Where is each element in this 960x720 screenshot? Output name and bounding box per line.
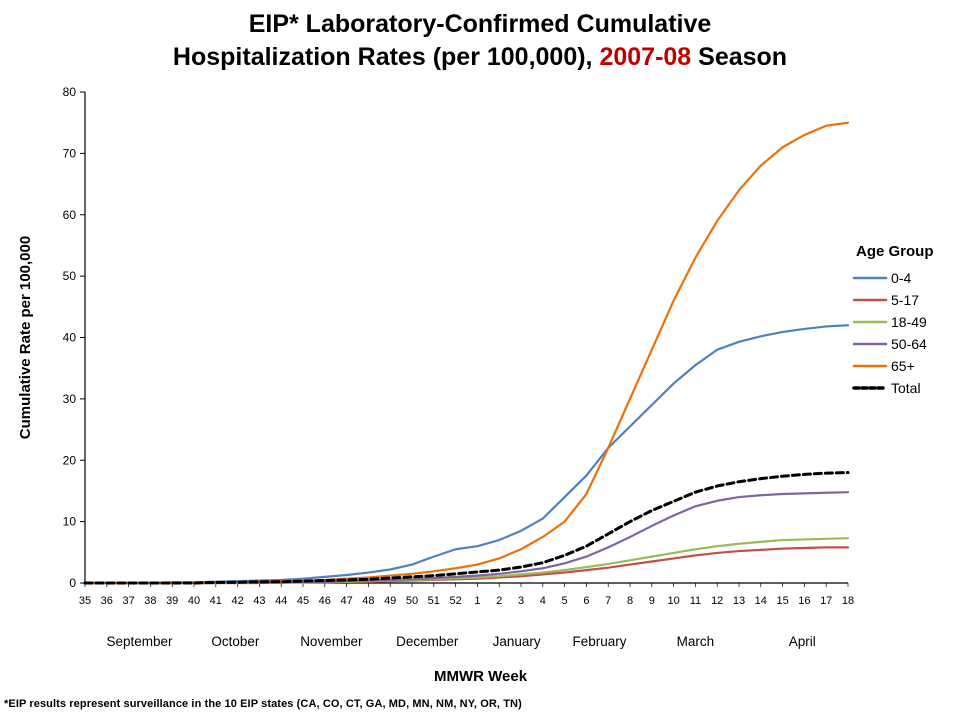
legend-label-0-4: 0-4 — [891, 270, 911, 286]
x-tick-label: 10 — [667, 595, 679, 607]
x-tick-label: 44 — [275, 595, 287, 607]
x-tick-label: 9 — [649, 595, 655, 607]
x-tick-label: 52 — [449, 595, 461, 607]
x-tick-label: 18 — [842, 595, 854, 607]
x-tick-label: 37 — [122, 595, 134, 607]
y-tick-label: 30 — [63, 392, 77, 406]
series-line-50-64 — [83, 491, 850, 585]
y-tick-label: 0 — [69, 576, 76, 590]
month-label-october: October — [211, 634, 260, 649]
x-tick-label: 1 — [474, 595, 480, 607]
y-tick-label: 20 — [63, 453, 77, 467]
x-tick-label: 11 — [690, 595, 701, 607]
y-tick-label: 50 — [63, 269, 77, 283]
chart-title-line2-suffix: Season — [691, 42, 788, 71]
legend-label-50-64: 50-64 — [891, 336, 927, 352]
legend-label-18-49: 18-49 — [891, 314, 927, 330]
x-axis-title: MMWR Week — [434, 668, 528, 685]
month-label-november: November — [300, 634, 363, 649]
series-line-Total — [83, 471, 850, 585]
x-tick-label: 12 — [711, 595, 723, 607]
x-tick-label: 39 — [166, 595, 178, 607]
x-tick-label: 50 — [406, 595, 418, 607]
chart-title-line2: Hospitalization Rates (per 100,000), 200… — [0, 41, 960, 74]
x-tick-label: 4 — [540, 595, 546, 607]
month-label-march: March — [677, 634, 715, 649]
month-label-april: April — [789, 634, 816, 649]
x-tick-label: 45 — [297, 595, 309, 607]
x-tick-label: 42 — [231, 595, 243, 607]
x-tick-label: 8 — [627, 595, 633, 607]
x-tick-label: 51 — [428, 595, 440, 607]
x-tick-label: 35 — [79, 595, 91, 607]
chart-title-line2-prefix: Hospitalization Rates (per 100,000), — [172, 42, 600, 71]
y-axis-title: Cumulative Rate per 100,000 — [17, 236, 34, 439]
legend-label-Total: Total — [891, 380, 921, 396]
y-tick-label: 60 — [63, 208, 77, 222]
x-tick-label: 7 — [605, 595, 611, 607]
month-label-september: September — [106, 634, 173, 649]
x-tick-label: 5 — [562, 595, 568, 607]
month-label-january: January — [493, 634, 541, 649]
footnote: *EIP results represent surveillance in t… — [4, 698, 522, 710]
x-tick-label: 46 — [319, 595, 331, 607]
x-tick-label: 36 — [101, 595, 113, 607]
legend-label-65+: 65+ — [891, 358, 915, 374]
x-tick-label: 49 — [384, 595, 396, 607]
month-label-december: December — [396, 634, 459, 649]
x-tick-label: 40 — [188, 595, 200, 607]
x-tick-label: 48 — [362, 595, 374, 607]
x-tick-label: 41 — [210, 595, 222, 607]
chart-title-line1: EIP* Laboratory-Confirmed Cumulative — [248, 10, 712, 38]
y-tick-label: 10 — [63, 515, 77, 529]
x-tick-label: 3 — [518, 595, 524, 607]
x-tick-label: 17 — [820, 595, 832, 607]
x-tick-label: 13 — [733, 595, 745, 607]
season-highlight: 2007-08 — [599, 42, 692, 71]
x-tick-label: 16 — [798, 595, 810, 607]
series-line-65+ — [83, 121, 850, 585]
x-tick-label: 14 — [755, 595, 767, 607]
x-tick-label: 15 — [776, 595, 788, 607]
chart-title: EIP* Laboratory-Confirmed Cumulative Hos… — [0, 8, 960, 73]
y-tick-label: 40 — [63, 331, 77, 345]
x-tick-label: 6 — [583, 595, 589, 607]
legend-title: Age Group — [856, 243, 934, 260]
y-tick-label: 80 — [63, 85, 77, 99]
x-tick-label: 47 — [340, 595, 352, 607]
x-tick-label: 43 — [253, 595, 265, 607]
month-label-february: February — [572, 634, 626, 649]
y-tick-label: 70 — [63, 146, 77, 160]
x-tick-label: 2 — [496, 595, 502, 607]
x-tick-label: 38 — [144, 595, 156, 607]
legend-label-5-17: 5-17 — [891, 292, 919, 308]
